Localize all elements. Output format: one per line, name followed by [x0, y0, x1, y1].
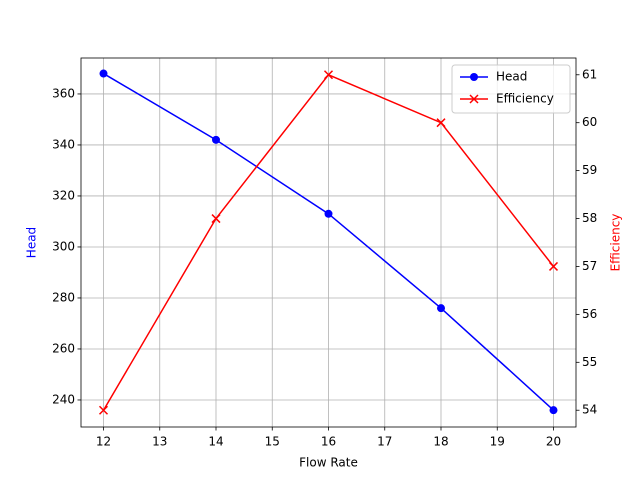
marker [548, 261, 559, 271]
x-tick-label: 16 [321, 435, 336, 449]
marker-stroke [98, 405, 109, 415]
y-tick-label: 260 [52, 341, 75, 355]
marker [470, 73, 478, 81]
marker [436, 118, 446, 128]
marker [437, 304, 445, 313]
marker-stroke [548, 261, 559, 271]
x-axis-label: Flow Rate [299, 456, 358, 470]
marker [469, 94, 479, 104]
x-tick-label: 14 [208, 435, 223, 449]
legend-label: Efficiency [496, 92, 554, 106]
plot-frame [80, 57, 577, 428]
y-tick-label: 320 [52, 188, 75, 202]
x-tick-label: 15 [265, 435, 280, 449]
marker-stroke [323, 70, 334, 80]
y-axis-label: Head [25, 227, 39, 258]
legend-label: Head [496, 70, 527, 84]
y2-axis-label: Efficiency [609, 214, 623, 272]
y2-tick-label: 57 [582, 259, 597, 273]
y-tick-label: 280 [52, 290, 75, 304]
marker [98, 405, 109, 415]
marker [212, 135, 220, 144]
marker [99, 69, 108, 78]
x-tick-label: 17 [377, 435, 392, 449]
y-tick-label: 360 [52, 86, 75, 100]
y2-tick-label: 59 [582, 163, 597, 177]
y2-tick-label: 56 [582, 307, 597, 321]
marker-stroke [436, 118, 446, 128]
x-tick-label: 13 [152, 435, 167, 449]
marker [323, 70, 334, 80]
x-tick-label: 20 [546, 435, 561, 449]
x-tick-label: 18 [433, 435, 448, 449]
y2-tick-label: 61 [582, 67, 597, 81]
y-tick-label: 340 [52, 137, 75, 151]
marker [211, 214, 221, 224]
y2-tick-label: 54 [582, 403, 597, 417]
y2-tick-label: 60 [582, 115, 597, 129]
y2-tick-label: 58 [582, 211, 597, 225]
y2-tick-label: 55 [582, 355, 597, 369]
x-tick-label: 19 [490, 435, 505, 449]
x-tick-label: 12 [96, 435, 111, 449]
y-tick-label: 300 [52, 239, 75, 253]
marker-stroke [469, 94, 479, 104]
marker [324, 209, 333, 218]
y-tick-label: 240 [52, 392, 75, 406]
marker-stroke [211, 214, 221, 224]
marker [549, 406, 558, 415]
